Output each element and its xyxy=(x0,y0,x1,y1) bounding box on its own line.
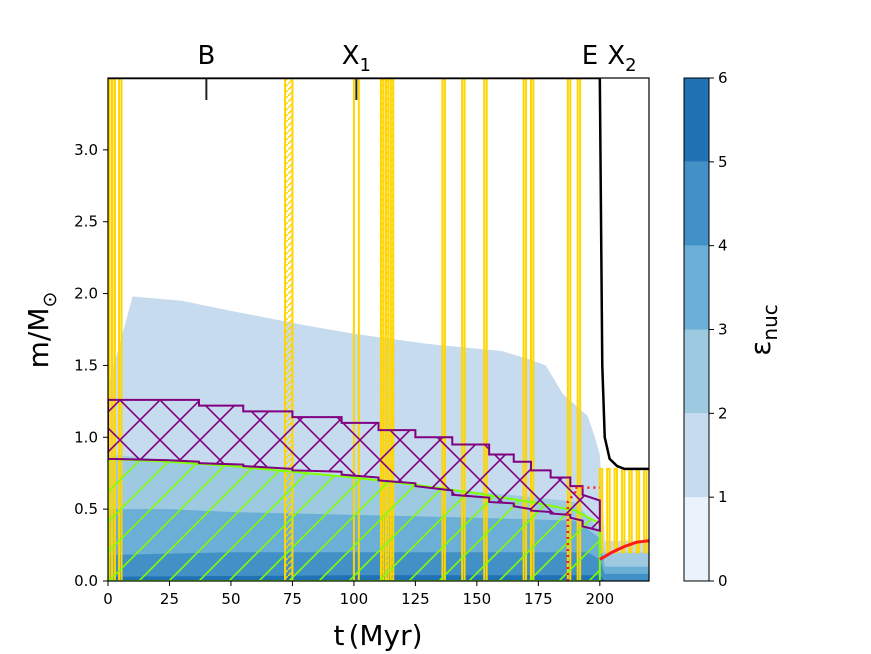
y-tick-label: 0.5 xyxy=(74,500,98,518)
flash-band-10 xyxy=(483,78,488,581)
colorbar-segment-4 xyxy=(684,161,709,246)
flash-band-12 xyxy=(529,78,535,581)
x-tick-label: 200 xyxy=(585,590,614,608)
flash-band-4 xyxy=(352,78,360,581)
x-tick-label: 0 xyxy=(103,590,113,608)
flash-band-14 xyxy=(576,78,582,581)
colorbar-tick-label: 4 xyxy=(718,237,728,255)
x-tick-label: 175 xyxy=(524,590,553,608)
y-tick-label: 1.5 xyxy=(74,356,98,374)
burning-line-solid xyxy=(599,539,649,561)
x-axis-label: t (Myr) xyxy=(333,619,422,652)
y-tick-label: 2.5 xyxy=(74,213,98,231)
event-label-0: B xyxy=(197,41,215,71)
flash-band-3 xyxy=(284,78,294,581)
flash-band-2 xyxy=(118,78,123,581)
flash-band-13 xyxy=(566,78,572,581)
colorbar-tick-label: 0 xyxy=(718,572,728,590)
colorbar-segment-3 xyxy=(684,245,709,330)
y-axis-label: m/M⊙ xyxy=(22,292,61,369)
flash-band-8 xyxy=(441,78,446,581)
colorbar-tick-label: 1 xyxy=(718,488,728,506)
colorbar-segment-1 xyxy=(684,413,709,498)
colorbar-tick-label: 3 xyxy=(718,321,728,339)
colorbar-segment-2 xyxy=(684,329,709,414)
x-tick-label: 125 xyxy=(401,590,430,608)
post-flash-band-1 xyxy=(606,467,611,554)
y-tick-label: 1.0 xyxy=(74,428,98,446)
x-tick-label: 150 xyxy=(463,590,492,608)
colorbar-segment-0 xyxy=(684,497,709,581)
colorbar-tick-label: 2 xyxy=(718,404,728,422)
colorbar-tick-label: 5 xyxy=(718,153,728,171)
flash-band-1 xyxy=(111,78,116,581)
event-label-1: X1 xyxy=(342,41,371,76)
y-tick-label: 3.0 xyxy=(74,141,98,159)
x-tick-label: 50 xyxy=(221,590,240,608)
flash-band-9 xyxy=(461,78,466,581)
y-tick-label: 0.0 xyxy=(74,572,98,590)
x-tick-label: 100 xyxy=(340,590,369,608)
y-tick-label: 2.0 xyxy=(74,285,98,303)
envelope-convection-zone xyxy=(108,398,601,532)
post-flash-band-2 xyxy=(613,467,619,554)
stellar-mass-line xyxy=(108,78,649,471)
flash-band-6 xyxy=(384,78,390,581)
colorbar-label: εnuc xyxy=(744,304,782,356)
flash-band-7 xyxy=(389,78,395,581)
plot-frame xyxy=(107,77,650,582)
colorbar-tick-label: 6 xyxy=(718,69,728,87)
x-tick-label: 25 xyxy=(160,590,179,608)
x-tick-label: 75 xyxy=(283,590,302,608)
flash-band-11 xyxy=(522,78,528,581)
flash-band-5 xyxy=(379,78,385,581)
event-label-3: X2 xyxy=(607,41,636,76)
colorbar-segment-5 xyxy=(684,78,709,162)
event-label-2: E xyxy=(582,41,598,71)
